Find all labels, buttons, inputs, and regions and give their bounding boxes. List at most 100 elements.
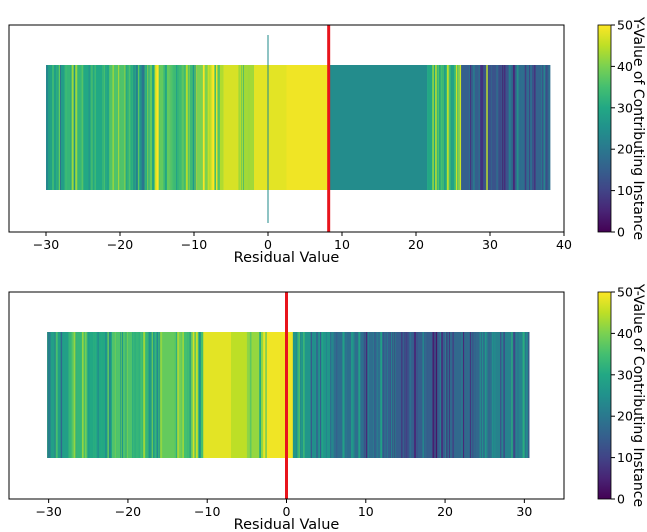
p2-stripe-fine	[384, 332, 386, 458]
p2-x-tick-label: −30	[35, 504, 61, 519]
panel-1-stripes	[46, 65, 551, 190]
p1-stripe-fine	[514, 65, 516, 190]
p1-stripe-fine	[447, 65, 450, 190]
p2-stripe-fine	[138, 332, 140, 458]
p1-stripe-fine	[499, 65, 502, 190]
p1-stripe-fine	[88, 65, 91, 190]
p2-stripe-fine	[92, 332, 94, 458]
p1-stripe-fine	[139, 65, 142, 190]
p1-stripe-fine	[452, 65, 455, 190]
p2-stripe-fine	[121, 332, 122, 458]
p2-stripe-fine	[481, 332, 484, 458]
p1-stripe-fine	[183, 65, 185, 190]
p2-stripe-fine	[376, 332, 378, 458]
p2-x-tick-label: −20	[115, 504, 141, 519]
p1-stripe-fine	[188, 65, 190, 190]
p2-stripe-fine	[485, 332, 488, 458]
colorbar-tick-label: 50	[617, 285, 633, 300]
p2-stripe-fine	[73, 332, 76, 458]
p1-stripe-fine	[73, 65, 76, 190]
p2-stripe-fine	[336, 332, 338, 458]
p1-stripe-fine	[526, 65, 528, 190]
colorbar-1-gradient	[597, 24, 612, 233]
p1-stripe-segment	[194, 65, 210, 190]
p2-stripe-fine	[405, 332, 407, 458]
p2-stripe-fine	[319, 332, 322, 458]
p1-stripe-fine	[208, 65, 209, 190]
p2-stripe-fine	[441, 332, 443, 458]
p2-stripe-fine	[524, 332, 526, 458]
p2-stripe-fine	[97, 332, 99, 458]
p2-stripe-fine	[315, 332, 318, 458]
p2-stripe-fine	[494, 332, 496, 458]
p2-stripe-fine	[107, 332, 110, 458]
p1-x-tick-label: 10	[334, 237, 350, 252]
p1-stripe-fine	[172, 65, 174, 190]
p2-stripe-fine	[392, 332, 394, 458]
p1-stripe-fine	[81, 65, 84, 190]
p2-stripe-fine	[342, 332, 345, 458]
panel-1-x-ticks: −30 −20 −10 0 10 20 30 40	[33, 232, 572, 252]
p2-stripe-fine	[247, 332, 250, 458]
p1-stripe-outlier	[435, 65, 437, 190]
p1-stripe-fine	[243, 65, 244, 190]
p2-stripe-fine	[87, 332, 90, 458]
p1-stripe-fine	[70, 65, 72, 190]
colorbar-tick-label: 30	[617, 367, 633, 382]
p2-stripe-fine	[365, 332, 368, 458]
p1-stripe-fine	[516, 65, 518, 190]
p1-stripe-fine	[442, 65, 444, 190]
p1-x-tick-label: 40	[556, 237, 572, 252]
p2-stripe-fine	[373, 332, 375, 458]
p2-stripe-fine	[296, 332, 298, 458]
p1-stripe-fine	[541, 65, 544, 190]
p1-stripe-fine	[181, 65, 183, 190]
p2-stripe-fine	[387, 332, 388, 458]
p1-stripe-fine	[194, 65, 196, 190]
p1-stripe-fine	[202, 65, 205, 190]
p2-stripe-fine	[358, 332, 361, 458]
p2-stripe-fine	[125, 332, 127, 458]
p1-stripe-segment	[105, 65, 128, 190]
p2-stripe-fine	[249, 332, 252, 458]
p2-stripe-fine	[391, 332, 393, 458]
p2-stripe-fine	[462, 332, 465, 458]
p2-stripe-fine	[317, 332, 319, 458]
p2-stripe-fine	[512, 332, 514, 458]
p1-stripe-fine	[240, 65, 242, 190]
p2-stripe-fine	[310, 332, 313, 458]
p1-stripe-fine	[163, 65, 166, 190]
p2-stripe-fine	[445, 332, 447, 458]
p1-stripe-fine	[480, 65, 482, 190]
p1-stripe-fine	[170, 65, 173, 190]
colorbar-tick-label: 20	[617, 142, 633, 157]
p2-stripe-fine	[329, 332, 332, 458]
colorbar-tick-label: 50	[617, 18, 633, 33]
p1-stripe-fine	[60, 65, 62, 190]
p2-stripe-fine	[352, 332, 355, 458]
p2-stripe-fine	[522, 332, 525, 458]
colorbar-2: 0 10 20 30 40 50 Y-Value of Contributing Inst…	[597, 283, 646, 507]
p1-stripe-fine	[102, 65, 104, 190]
p2-stripe-fine	[299, 332, 302, 458]
p1-stripe-outlier	[447, 65, 449, 190]
p2-stripe-fine	[189, 332, 191, 458]
p1-stripe-fine	[90, 65, 92, 190]
p2-stripe-fine	[448, 332, 450, 458]
p2-stripe-fine	[192, 332, 193, 458]
p2-stripe-fine	[432, 332, 435, 458]
p1-stripe-fine	[210, 65, 212, 190]
p2-stripe-fine	[409, 332, 412, 458]
p2-stripe-segment	[135, 332, 160, 458]
p1-stripe-fine	[177, 65, 179, 190]
p2-stripe-fine	[156, 332, 159, 458]
p1-stripe-fine	[195, 65, 197, 190]
colorbar-2-ticks: 0 10 20 30 40 50	[611, 285, 633, 507]
p1-stripe-fine	[457, 65, 460, 190]
p1-stripe-fine	[103, 65, 106, 190]
colorbar-tick-label: 40	[617, 59, 633, 74]
p2-stripe-fine	[134, 332, 136, 458]
p2-stripe-fine	[325, 332, 327, 458]
p1-stripe-fine	[125, 65, 128, 190]
